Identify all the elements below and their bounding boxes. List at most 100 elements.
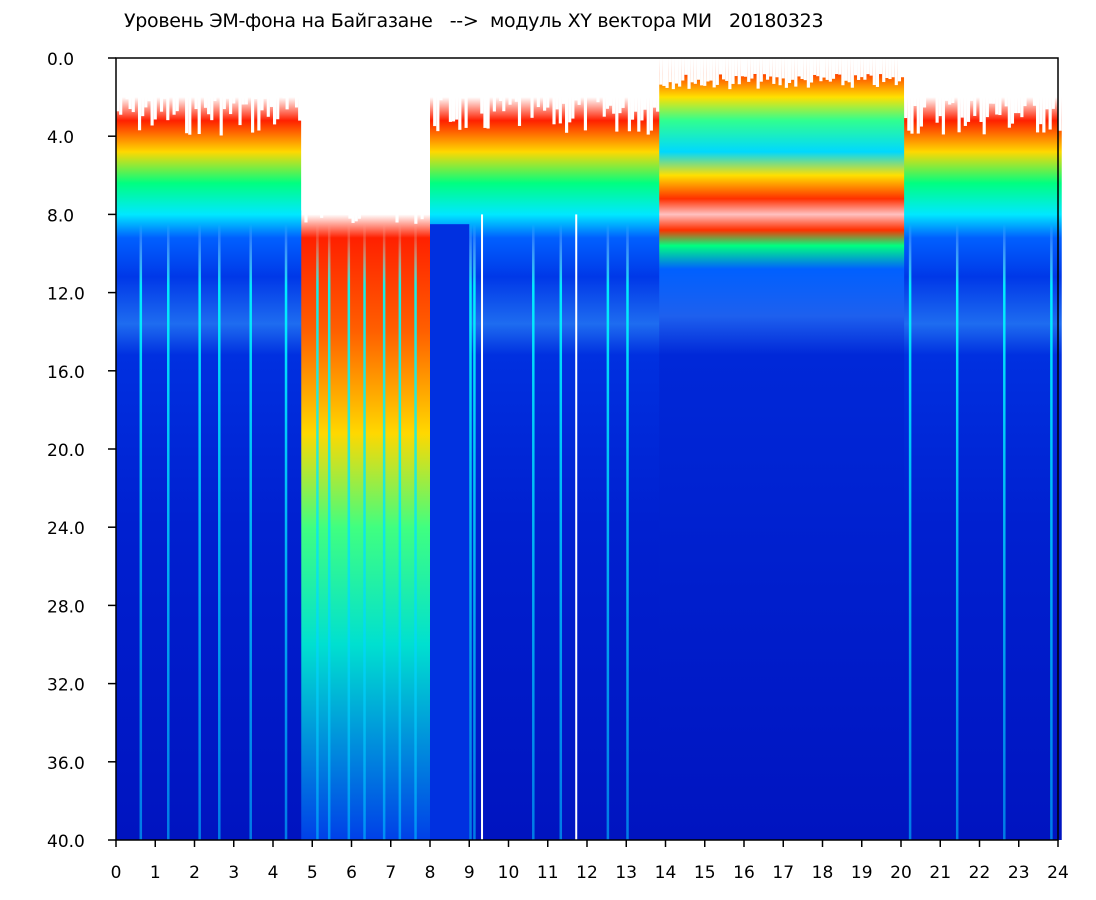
heatmap-cap <box>530 58 535 118</box>
heatmap-cap <box>558 58 563 124</box>
heatmap-cap <box>649 58 654 131</box>
x-tick-label: 24 <box>1047 863 1069 883</box>
heatmap-column <box>753 58 758 840</box>
heatmap-cap <box>995 58 999 115</box>
heatmap-column <box>514 58 519 840</box>
heatmap-cap <box>420 58 425 220</box>
heatmap-cap <box>784 58 789 88</box>
heatmap-cap <box>762 58 767 75</box>
heatmap-cap <box>1032 58 1037 106</box>
x-tick-label: 1 <box>150 863 161 883</box>
heatmap-column <box>863 58 868 840</box>
heatmap-cap <box>853 58 858 76</box>
streak <box>955 224 959 841</box>
streak <box>606 224 610 841</box>
heatmap-column <box>891 58 896 840</box>
heatmap-cap <box>737 58 742 85</box>
heatmap-cap <box>153 58 158 120</box>
heatmap-column <box>772 58 776 840</box>
heatmap-column <box>125 58 130 840</box>
heatmap-cap <box>373 58 378 198</box>
heatmap-column <box>775 58 780 840</box>
heatmap-cap <box>844 58 849 81</box>
heatmap-column <box>492 58 497 840</box>
heatmap-column <box>533 58 538 840</box>
heatmap-column <box>1014 58 1018 840</box>
heatmap-column <box>643 58 648 840</box>
heatmap-column <box>364 58 368 840</box>
heatmap-cap <box>662 58 667 86</box>
heatmap-column <box>213 58 218 840</box>
heatmap-cap <box>769 58 773 77</box>
heatmap-cap <box>847 58 852 83</box>
heatmap-cap <box>442 58 447 89</box>
heatmap-cap <box>527 58 532 88</box>
heatmap-cap <box>521 58 525 94</box>
heatmap-column <box>696 58 701 840</box>
heatmap-cap <box>935 58 940 123</box>
x-tick-label: 21 <box>929 863 951 883</box>
heatmap-column <box>163 58 167 840</box>
heatmap-cap <box>147 58 152 102</box>
heatmap-cap <box>659 58 663 85</box>
heatmap-column <box>470 58 475 840</box>
heatmap-column <box>304 58 309 840</box>
heatmap-column <box>988 58 993 840</box>
x-tick-label: 23 <box>1008 863 1030 883</box>
heatmap-column <box>684 58 689 840</box>
heatmap-column <box>853 58 858 840</box>
heatmap-cap <box>502 58 506 112</box>
heatmap-cap <box>797 58 802 77</box>
heatmap-column <box>298 58 302 840</box>
heatmap-cap <box>850 58 855 88</box>
heatmap-column <box>731 58 736 840</box>
heatmap-column <box>819 58 824 840</box>
heatmap-cap <box>517 58 522 126</box>
heatmap-column <box>828 58 833 840</box>
heatmap-cap <box>194 58 199 110</box>
heatmap-cap <box>1039 58 1043 125</box>
heatmap-cap <box>499 58 503 101</box>
heatmap-column <box>282 58 287 840</box>
heatmap-column <box>552 58 557 840</box>
x-tick-label: 16 <box>733 863 755 883</box>
heatmap-column <box>838 58 842 840</box>
heatmap-column <box>634 58 638 840</box>
heatmap-cap <box>1048 58 1053 130</box>
heatmap-column <box>1004 58 1009 840</box>
heatmap-column <box>291 58 296 840</box>
heatmap-column <box>489 58 494 840</box>
heatmap-cap <box>433 58 437 127</box>
heatmap-column <box>232 58 236 840</box>
heatmap-column <box>709 58 714 840</box>
heatmap-cap <box>144 58 148 108</box>
heatmap-cap <box>919 58 924 127</box>
heatmap-cap <box>159 58 164 112</box>
heatmap-column <box>207 58 211 840</box>
heatmap-cap <box>320 58 324 218</box>
heatmap-column <box>1029 58 1034 840</box>
heatmap-cap <box>590 58 594 91</box>
heatmap-column <box>712 58 717 840</box>
heatmap-cap <box>483 58 488 128</box>
heatmap-column <box>800 58 805 840</box>
x-tick-label: 13 <box>615 863 637 883</box>
heatmap-cap <box>875 58 880 87</box>
heatmap-column <box>128 58 133 840</box>
heatmap-cap <box>1023 58 1028 107</box>
streak <box>139 224 143 841</box>
heatmap-cap <box>141 58 145 117</box>
heatmap-cap <box>313 58 318 205</box>
x-tick-label: 0 <box>111 863 122 883</box>
heatmap-cap <box>276 58 280 120</box>
heatmap-column <box>897 58 902 840</box>
heatmap-column <box>561 58 566 840</box>
heatmap-column <box>147 58 152 840</box>
heatmap-cap <box>477 58 481 89</box>
heatmap-cap <box>602 58 607 117</box>
heatmap-column <box>976 58 981 840</box>
heatmap-cap <box>423 58 428 209</box>
heatmap-cap <box>430 58 434 94</box>
heatmap-cap <box>630 58 635 120</box>
